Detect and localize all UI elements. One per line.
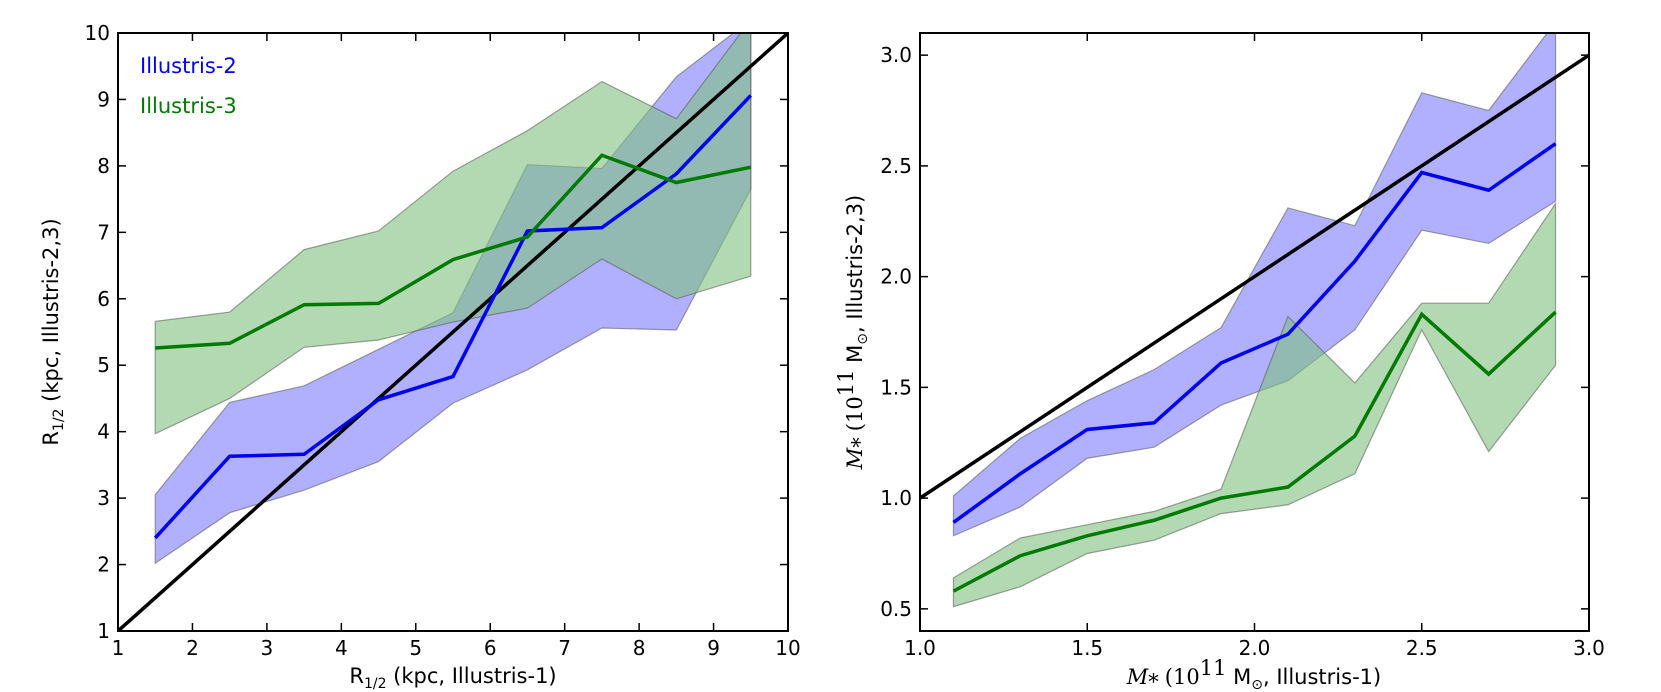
right-one-to-one-line [920,53,1589,500]
left-x-tick-label: 1 [112,636,125,660]
left-y-tick-label: 9 [97,87,110,111]
left-ticks: 1 2 3 4 5 6 7 8 9 10 1 2 3 4 5 6 7 8 9 10 [85,21,801,660]
left-y-tick-label: 4 [97,420,110,444]
right-x-tick-label: 1.0 [904,636,936,660]
left-x-tick-label: 9 [707,636,720,660]
right-y-tick-label: 1.0 [880,486,912,510]
right-median-line-illustris-2 [952,142,1557,524]
left-y-tick-label: 10 [85,21,110,45]
right-y-tick-label: 3.0 [880,43,912,67]
right-x-tick-label: 2.0 [1239,636,1271,660]
left-y-axis-label: R1/2 (kpc, Illustris-2,3) [39,218,67,445]
legend-entry-illustris-2: Illustris-2 [140,54,237,78]
right-band-illustris-2 [952,33,1557,537]
left-one-to-one-line [118,33,788,631]
left-x-tick-label: 7 [558,636,571,660]
left-x-tick-label: 5 [409,636,422,660]
left-plot-area [118,33,788,631]
left-x-tick-label: 8 [633,636,646,660]
right-x-axis-label: M* (1011 M⊙, Illustris-1) [1126,656,1381,692]
right-plot-area [920,33,1589,608]
left-x-tick-label: 4 [335,636,348,660]
left-y-tick-label: 6 [97,287,110,311]
left-median-line-illustris-2 [153,94,753,540]
left-panel-radius-comparison: 1 2 3 4 5 6 7 8 9 10 1 2 3 4 5 6 7 8 9 10 Illustris-2 Illus… [39,21,801,692]
right-ticks: 1.0 1.5 2.0 2.5 3.0 0.5 1.0 1.5 2.0 2.5 3.0 [880,33,1605,660]
left-x-tick-label: 2 [186,636,199,660]
right-median-line-illustris-3 [952,310,1557,593]
right-x-tick-label: 3.0 [1573,636,1605,660]
left-y-tick-label: 3 [97,486,110,510]
right-y-tick-label: 2.5 [880,154,912,178]
left-x-tick-label: 6 [484,636,497,660]
left-y-tick-label: 2 [97,553,110,577]
left-legend: Illustris-2 Illustris-3 [140,54,237,118]
right-y-tick-label: 2.0 [880,265,912,289]
left-x-tick-label: 3 [261,636,274,660]
legend-entry-illustris-3: Illustris-3 [140,94,237,118]
left-axes-frame [117,32,789,632]
right-x-tick-label: 2.5 [1406,636,1438,660]
right-y-tick-label: 0.5 [880,597,912,621]
left-y-tick-label: 7 [97,220,110,244]
left-y-tick-label: 1 [97,619,110,643]
left-band-illustris-3 [154,33,752,435]
right-band-illustris-3 [952,201,1557,608]
left-median-line-illustris-3 [155,153,752,350]
right-panel-stellar-mass-comparison: 1.0 1.5 2.0 2.5 3.0 0.5 1.0 1.5 2.0 2.5 3.0 M* (101… [834,32,1605,692]
right-y-axis-label: M*(1011 M⊙, Illustris-2,3) [834,195,872,470]
left-y-tick-label: 8 [97,154,110,178]
left-x-axis-label: R1/2 (kpc, Illustris-1) [349,664,556,692]
right-x-tick-label: 1.5 [1071,636,1103,660]
left-y-tick-label: 5 [97,353,110,377]
right-y-tick-label: 1.5 [880,375,912,399]
left-x-tick-label: 10 [775,636,800,660]
